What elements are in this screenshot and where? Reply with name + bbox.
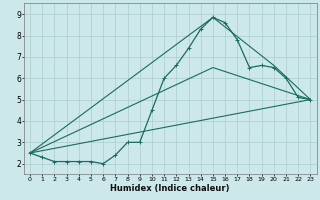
- X-axis label: Humidex (Indice chaleur): Humidex (Indice chaleur): [110, 184, 230, 193]
